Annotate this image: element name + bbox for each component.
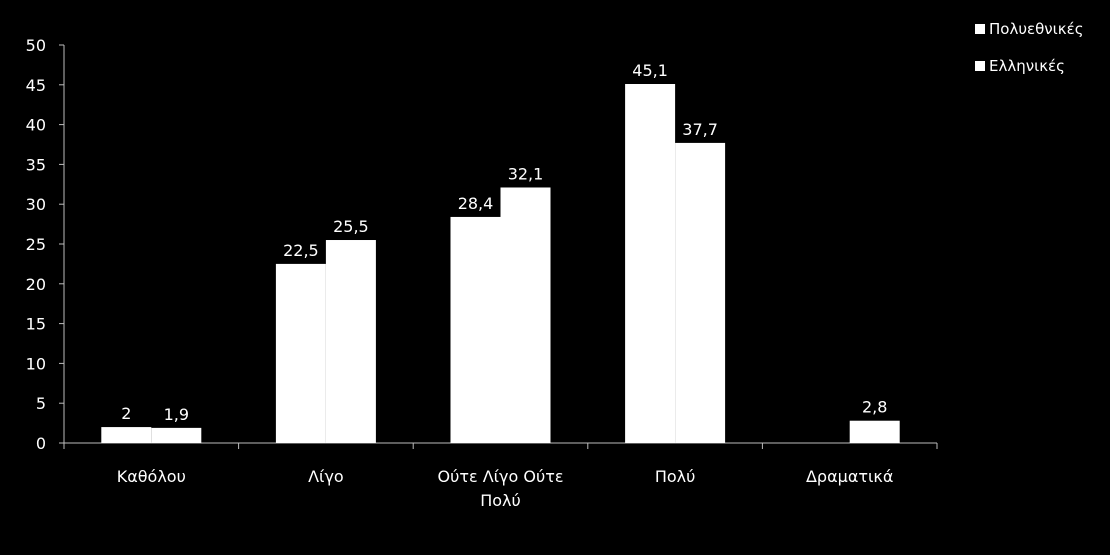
y-tick-label: 45 xyxy=(26,76,46,95)
bar-series-1 xyxy=(450,216,501,443)
bar-series-2 xyxy=(325,240,376,443)
data-label-series-2: 37,7 xyxy=(682,120,718,139)
legend-item-series-2: Ελληνικές xyxy=(975,57,1084,75)
data-label-series-2: 32,1 xyxy=(508,164,544,183)
category-label: Δραματικά xyxy=(806,467,893,486)
bar-series-1 xyxy=(101,427,152,443)
category-label: Καθόλου xyxy=(117,467,186,486)
x-axis-ticks xyxy=(63,443,938,449)
data-label-series-2: 25,5 xyxy=(333,217,369,236)
data-label-series-2: 1,9 xyxy=(164,405,189,424)
y-tick-label: 30 xyxy=(26,195,46,214)
y-tick-label: 10 xyxy=(26,354,46,373)
data-label-series-1: 22,5 xyxy=(283,241,319,260)
legend-item-series-1: Πολυεθνικές xyxy=(975,20,1084,38)
legend-swatch-series-1 xyxy=(975,24,985,34)
category-labels: Καθόλου Λίγο Ούτε Λίγο Ούτε Πολύ Πολύ Δραματι… xyxy=(117,467,894,510)
bar-series-2 xyxy=(675,142,726,443)
data-label-series-2: 2,8 xyxy=(862,398,887,417)
y-tick-label: 25 xyxy=(26,235,46,254)
data-label-series-1: 28,4 xyxy=(458,194,494,213)
legend-label-series-1: Πολυεθνικές xyxy=(989,20,1084,38)
bar-series-2 xyxy=(849,420,900,443)
y-tick-label: 35 xyxy=(26,155,46,174)
y-tick-label: 40 xyxy=(26,116,46,135)
y-tick-label: 15 xyxy=(26,315,46,334)
legend-label-series-2: Ελληνικές xyxy=(989,57,1065,75)
category-label: Λίγο xyxy=(308,467,344,486)
bar-series xyxy=(101,84,900,443)
legend: Πολυεθνικές Ελληνικές xyxy=(975,20,1084,94)
category-label: Πολύ xyxy=(655,467,696,486)
y-tick-label: 5 xyxy=(36,394,46,413)
data-labels: 2 1,9 22,5 25,5 28,4 32,1 45,1 37,7 2,8 xyxy=(121,61,887,424)
category-label: Ούτε Λίγο Ούτε Πολύ xyxy=(437,467,563,510)
y-tick-label: 0 xyxy=(36,434,46,453)
y-tick-label: 50 xyxy=(26,36,46,55)
data-label-series-1: 45,1 xyxy=(632,61,668,80)
bar-series-2 xyxy=(151,427,202,443)
y-tick-label: 20 xyxy=(26,275,46,294)
y-axis-ticks: 0 5 10 15 20 25 30 35 40 45 50 xyxy=(26,36,64,453)
data-label-series-1: 2 xyxy=(121,404,131,423)
bar-series-1 xyxy=(625,84,676,443)
bar-series-1 xyxy=(275,263,326,443)
legend-swatch-series-2 xyxy=(975,61,985,71)
bar-series-2 xyxy=(500,187,551,443)
